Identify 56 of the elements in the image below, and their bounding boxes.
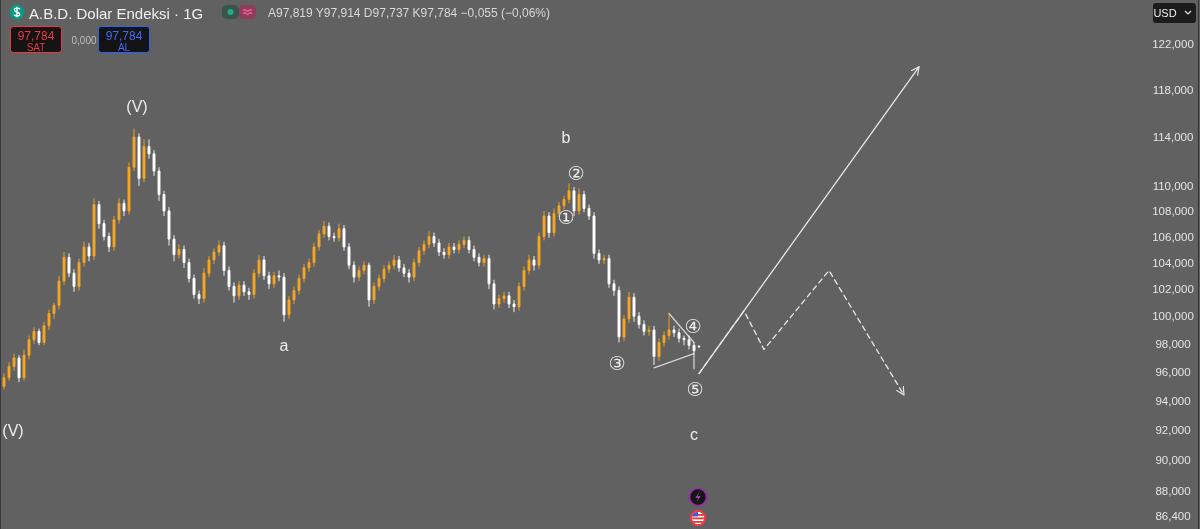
annotation: 97,784 bbox=[105, 29, 143, 43]
candlestick bbox=[482, 254, 486, 267]
chart-title: A.B.D. Dolar Endeksi · 1G bbox=[29, 4, 204, 22]
y-tick-label: 110,000 bbox=[1152, 179, 1194, 192]
candlestick bbox=[272, 271, 276, 289]
candlestick bbox=[237, 280, 241, 301]
candlestick bbox=[122, 199, 126, 217]
y-tick-label: 104,000 bbox=[1152, 256, 1194, 269]
y-tick-label: 90,000 bbox=[1155, 454, 1191, 467]
annotation: c bbox=[690, 425, 698, 443]
y-tick-label: 122,000 bbox=[1152, 38, 1194, 51]
candlestick bbox=[532, 255, 536, 271]
candlestick bbox=[647, 325, 651, 336]
candlestick bbox=[142, 138, 146, 183]
candlestick bbox=[87, 242, 91, 262]
candlestick bbox=[447, 242, 451, 260]
annotation: b bbox=[561, 128, 571, 146]
y-tick-label: 100,000 bbox=[1152, 310, 1194, 323]
candlestick bbox=[452, 242, 456, 254]
candlestick bbox=[137, 132, 141, 187]
annotation: ⑤ bbox=[686, 378, 704, 400]
annotation: ① bbox=[557, 206, 575, 228]
text: USD bbox=[1153, 7, 1177, 19]
candlestick bbox=[572, 186, 576, 217]
candlestick bbox=[17, 354, 21, 383]
candlestick bbox=[602, 254, 606, 265]
candlestick bbox=[547, 211, 551, 239]
annotation: AL bbox=[117, 41, 131, 53]
annotation: a bbox=[279, 336, 289, 354]
candlestick bbox=[652, 325, 656, 366]
annotation: 97,784 bbox=[17, 29, 55, 43]
candlestick bbox=[367, 262, 371, 308]
annotation: 0,000 bbox=[71, 34, 97, 46]
y-tick-label: 108,000 bbox=[1152, 204, 1194, 217]
annotation: ② bbox=[567, 162, 585, 184]
annotation: ④ bbox=[684, 315, 702, 337]
y-tick-label: 106,000 bbox=[1152, 230, 1194, 243]
candlestick bbox=[177, 243, 181, 260]
candlestick bbox=[92, 197, 96, 261]
y-tick-label: 118,000 bbox=[1152, 83, 1194, 96]
y-tick-label: 92,000 bbox=[1155, 424, 1191, 437]
annotation: (V) bbox=[126, 97, 148, 115]
y-tick-label: 114,000 bbox=[1152, 130, 1194, 143]
y-tick-label: 96,000 bbox=[1155, 366, 1191, 379]
annotation: SAT bbox=[26, 41, 46, 53]
candlestick bbox=[337, 223, 341, 243]
annotation: ③ bbox=[608, 352, 626, 374]
text: A97,819 Y97,914 D97,737 K97,784 −0,055 (−0,06%) bbox=[268, 6, 551, 20]
y-tick-label: 98,000 bbox=[1155, 337, 1191, 350]
y-tick-label: 88,000 bbox=[1155, 485, 1191, 498]
y-tick-label: 86,400 bbox=[1155, 510, 1191, 523]
y-tick-label: 102,000 bbox=[1152, 283, 1194, 296]
candlestick bbox=[577, 187, 581, 216]
candlestick bbox=[37, 328, 41, 346]
y-tick-label: 94,000 bbox=[1155, 394, 1191, 407]
annotation: (V) bbox=[2, 421, 24, 439]
